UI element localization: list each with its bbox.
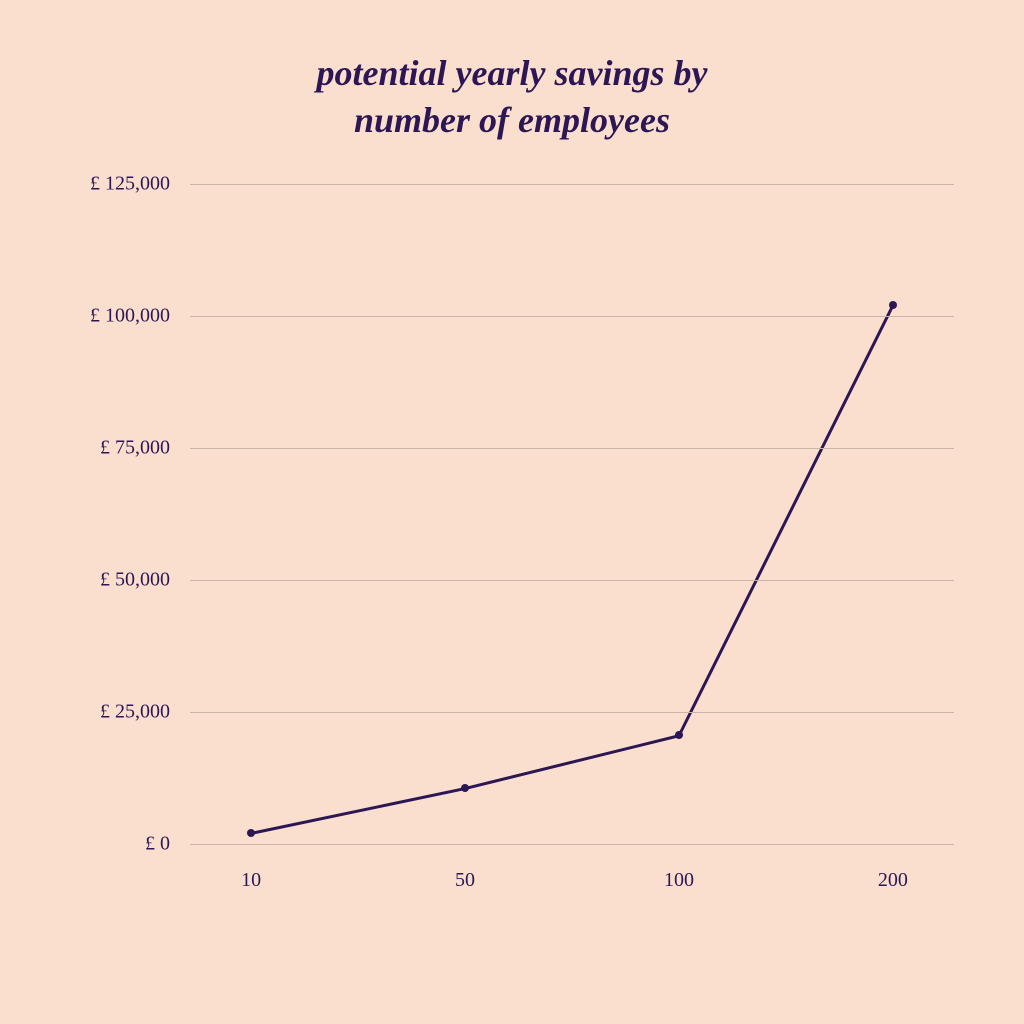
x-tick-label: 10 [241,869,261,892]
x-tick-label: 200 [878,869,908,892]
plot-area: £ 0£ 25,000£ 50,000£ 75,000£ 100,000£ 12… [50,184,974,904]
y-tick-label: £ 25,000 [100,700,170,723]
y-tick-label: £ 125,000 [90,172,170,195]
gridline [190,844,954,845]
x-tick-label: 50 [455,869,475,892]
gridline [190,184,954,185]
y-tick-label: £ 100,000 [90,304,170,327]
y-tick-label: £ 75,000 [100,436,170,459]
chart-title-line2: number of employees [354,100,670,140]
data-marker [889,301,897,309]
chart-title: potential yearly savings by number of em… [50,50,974,144]
gridline [190,712,954,713]
y-axis: £ 0£ 25,000£ 50,000£ 75,000£ 100,000£ 12… [50,184,180,844]
chart-container: potential yearly savings by number of em… [0,0,1024,1024]
x-tick-label: 100 [664,869,694,892]
y-tick-label: £ 50,000 [100,568,170,591]
chart-title-line1: potential yearly savings by [317,53,708,93]
gridline [190,580,954,581]
gridline [190,448,954,449]
x-axis: 10 50 100 200 [190,854,954,904]
gridline [190,316,954,317]
line-series [251,305,893,833]
line-chart-svg [190,184,954,844]
y-tick-label: £ 0 [145,832,170,855]
grid-area [190,184,954,844]
